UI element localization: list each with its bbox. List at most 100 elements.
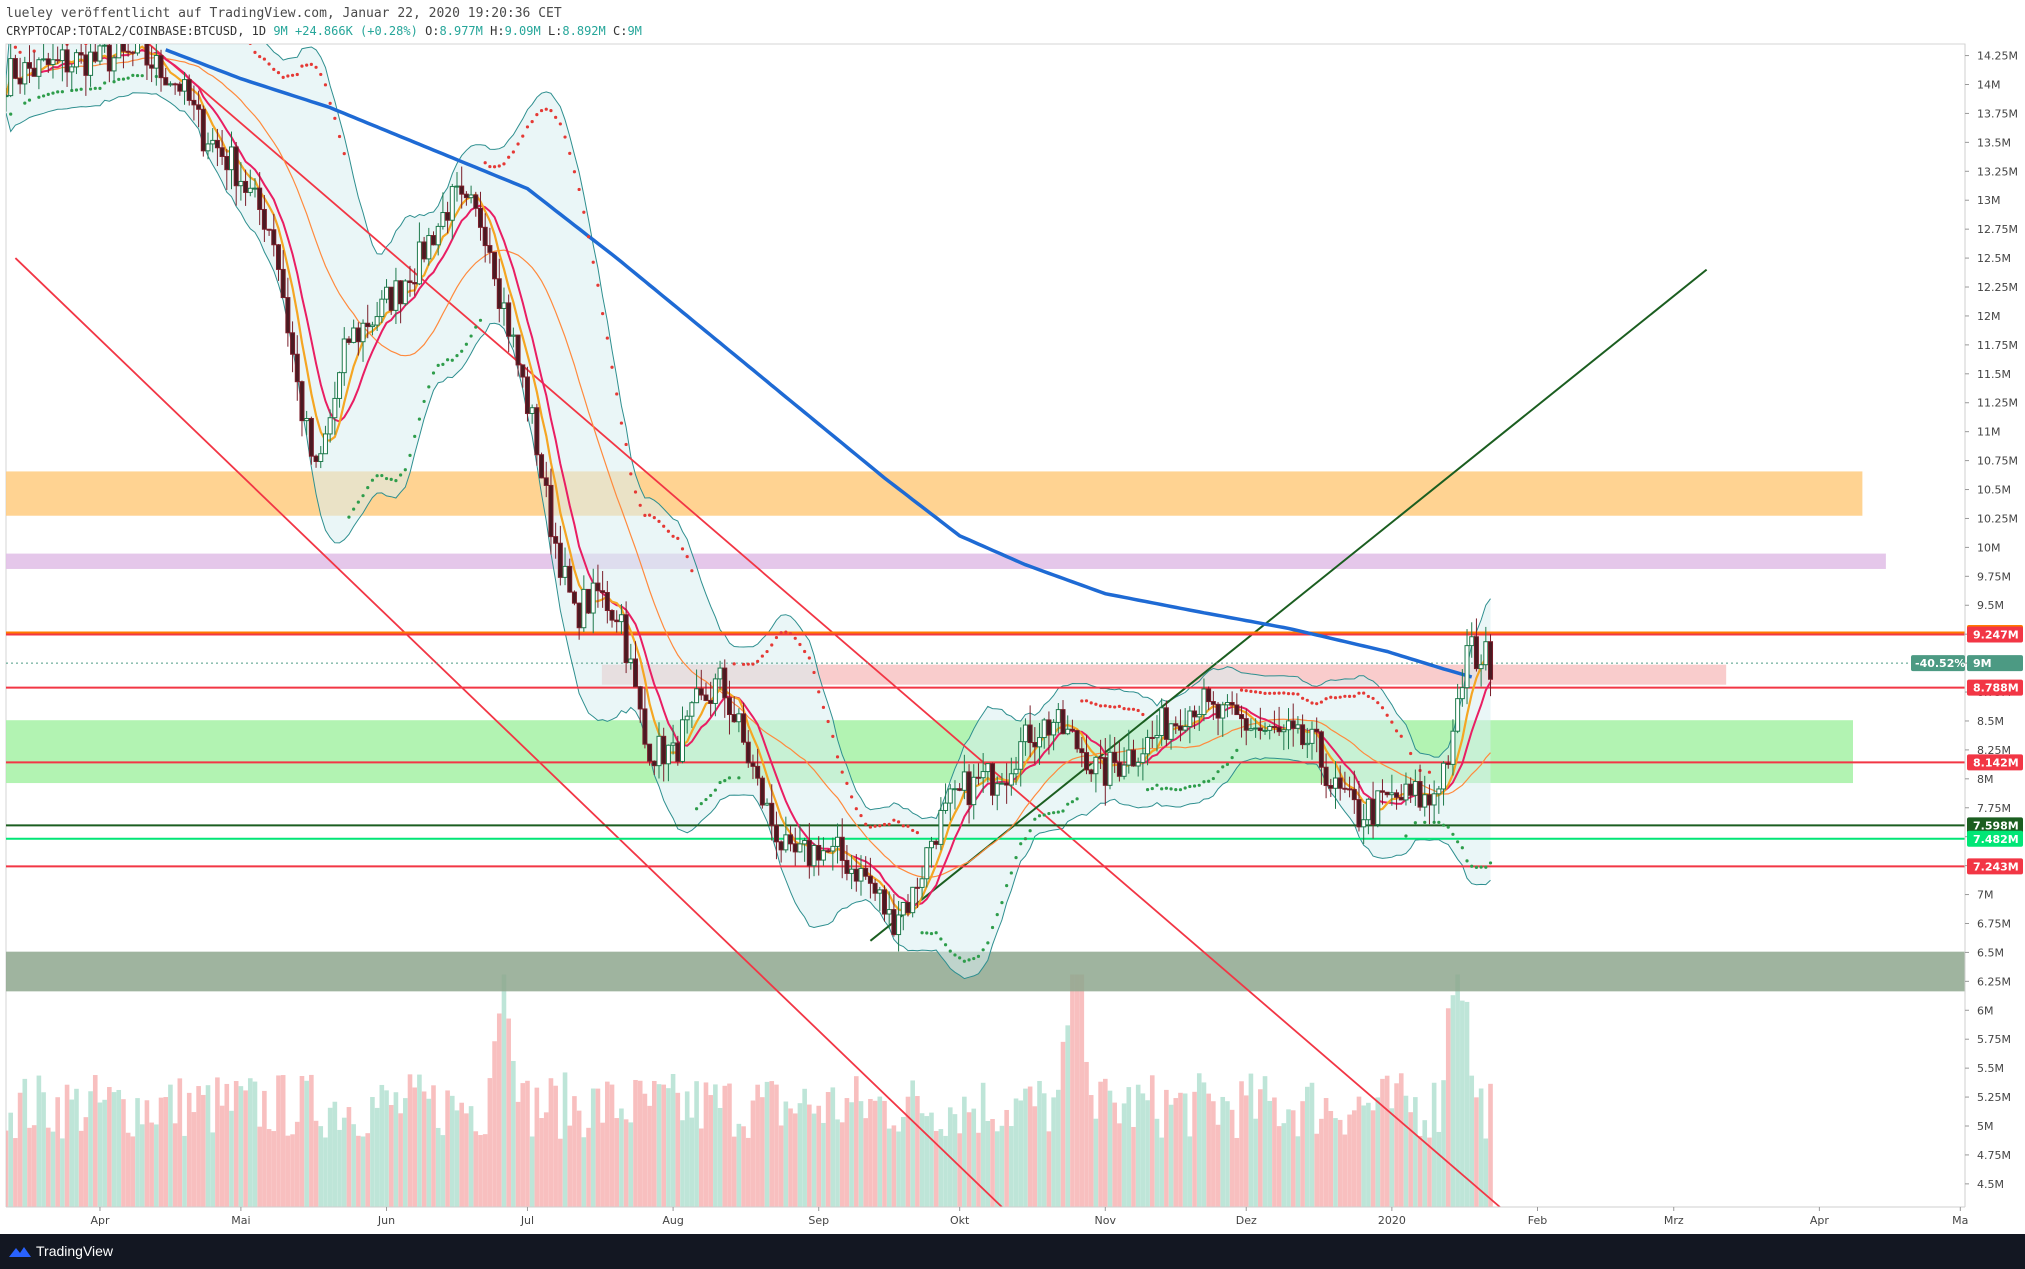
- sar-dot: [1305, 698, 1309, 702]
- candle-body: [351, 327, 357, 343]
- candle-body: [1436, 788, 1442, 795]
- candle-body: [994, 783, 1000, 796]
- volume-bar: [412, 1087, 418, 1207]
- candle-body: [1041, 719, 1047, 739]
- volume-bar: [1164, 1089, 1169, 1207]
- sar-dot: [121, 77, 126, 81]
- sar-dot: [1263, 691, 1267, 695]
- candle-body: [1286, 720, 1292, 731]
- volume-bar: [980, 1082, 986, 1207]
- sar-dot: [1094, 702, 1098, 706]
- candle-body: [769, 802, 775, 826]
- candle-body: [755, 765, 761, 779]
- y-tick-label: 8.25M: [1977, 744, 2011, 757]
- volume-bar: [276, 1075, 281, 1207]
- volume-bar: [313, 1120, 319, 1207]
- sar-dot: [1249, 689, 1253, 693]
- candle-body: [971, 776, 977, 806]
- volume-bar: [929, 1112, 934, 1207]
- volume-bar: [370, 1097, 375, 1207]
- sar-dot: [1488, 861, 1493, 865]
- volume-bar: [816, 1105, 822, 1207]
- sar-dot: [554, 115, 558, 119]
- ema-mid-line: [6, 48, 1492, 906]
- volume-bar: [792, 1113, 798, 1207]
- y-tick-label: 5.5M: [1977, 1062, 2004, 1075]
- volume-bar: [351, 1124, 356, 1207]
- volume-bar: [210, 1132, 216, 1207]
- sar-dot: [1066, 802, 1070, 806]
- candle-body: [1426, 794, 1432, 806]
- sar-dot: [901, 824, 905, 828]
- volume-bar: [1032, 1106, 1038, 1207]
- symbol-name[interactable]: CRYPTOCAP:TOTAL2/COINBASE:BTCUSD, 1D: [6, 24, 267, 38]
- sar-dot: [1409, 751, 1413, 756]
- volume-bar: [445, 1090, 450, 1207]
- candle-body: [1168, 723, 1174, 740]
- volume-bar: [976, 1132, 981, 1207]
- volume-bar: [1027, 1086, 1033, 1207]
- candle-body: [445, 212, 451, 221]
- candle-body: [1257, 727, 1263, 731]
- volume-bar: [487, 1078, 493, 1207]
- volume-bar: [999, 1125, 1005, 1207]
- volume-bar: [478, 1135, 483, 1207]
- sar-dot: [676, 536, 680, 540]
- candle-body: [69, 66, 75, 73]
- candle-body: [468, 194, 474, 199]
- volume-bar: [807, 1104, 812, 1207]
- sar-dot: [1301, 696, 1305, 700]
- candle-body: [337, 372, 343, 399]
- sar-dot: [1371, 696, 1375, 701]
- candle-body: [651, 760, 657, 767]
- tradingview-brand[interactable]: TradingView: [36, 1243, 114, 1259]
- volume-bar: [257, 1126, 262, 1207]
- sar-dot: [1084, 699, 1089, 703]
- candle-body: [1389, 792, 1395, 796]
- candle-body: [1102, 757, 1108, 786]
- candle-body: [1210, 701, 1216, 705]
- candle-body: [679, 719, 685, 762]
- sar-dot: [1192, 784, 1197, 788]
- candle-body: [1464, 645, 1470, 689]
- candle-body: [402, 280, 408, 305]
- candle-body: [1206, 688, 1212, 703]
- tradingview-logo-icon[interactable]: [8, 1243, 32, 1259]
- volume-bar: [1178, 1092, 1183, 1207]
- candle-body: [529, 407, 535, 414]
- sar-dot: [183, 29, 186, 32]
- volume-bar: [266, 1129, 272, 1207]
- price-chart[interactable]: 4.5M 4.75M 5M 5.25M 5.5M 5.75M 6M 6.25M 6.5M 6.75…: [0, 0, 2025, 1234]
- sar-dot: [765, 649, 769, 654]
- sar-dot: [751, 662, 755, 666]
- sar-dot: [892, 818, 896, 822]
- sar-dot: [328, 101, 332, 105]
- x-tick-label: Jul: [520, 1214, 534, 1227]
- sar-dot: [253, 50, 257, 54]
- y-tick-label: 10M: [1977, 541, 2001, 554]
- sar-dot: [1197, 783, 1201, 787]
- level-price-label: 7.243M: [1973, 860, 2019, 873]
- candle-body: [633, 658, 639, 688]
- volume-bar: [219, 1105, 225, 1207]
- sar-dot: [638, 503, 642, 507]
- volume-bar: [1483, 1138, 1489, 1207]
- candle-body: [393, 280, 399, 311]
- candle-body: [92, 51, 98, 62]
- candle-body: [614, 619, 620, 623]
- sar-dot: [46, 92, 50, 96]
- volume-bar: [572, 1096, 577, 1207]
- volume-bar: [1431, 1082, 1437, 1207]
- level-price-label: 7.482M: [1973, 833, 2019, 846]
- candle-body: [1271, 726, 1277, 729]
- candle-body: [975, 776, 981, 779]
- volume-bar: [562, 1072, 568, 1207]
- candle-body: [1243, 718, 1249, 731]
- volume-bar: [689, 1117, 695, 1207]
- volume-bar: [346, 1107, 352, 1207]
- sar-dot: [605, 336, 609, 340]
- sar-dot: [352, 507, 356, 511]
- candle-body: [600, 590, 606, 593]
- symbol-legend[interactable]: CRYPTOCAP:TOTAL2/COINBASE:BTCUSD, 1D 9M …: [6, 24, 642, 38]
- volume-bar: [1060, 1041, 1066, 1207]
